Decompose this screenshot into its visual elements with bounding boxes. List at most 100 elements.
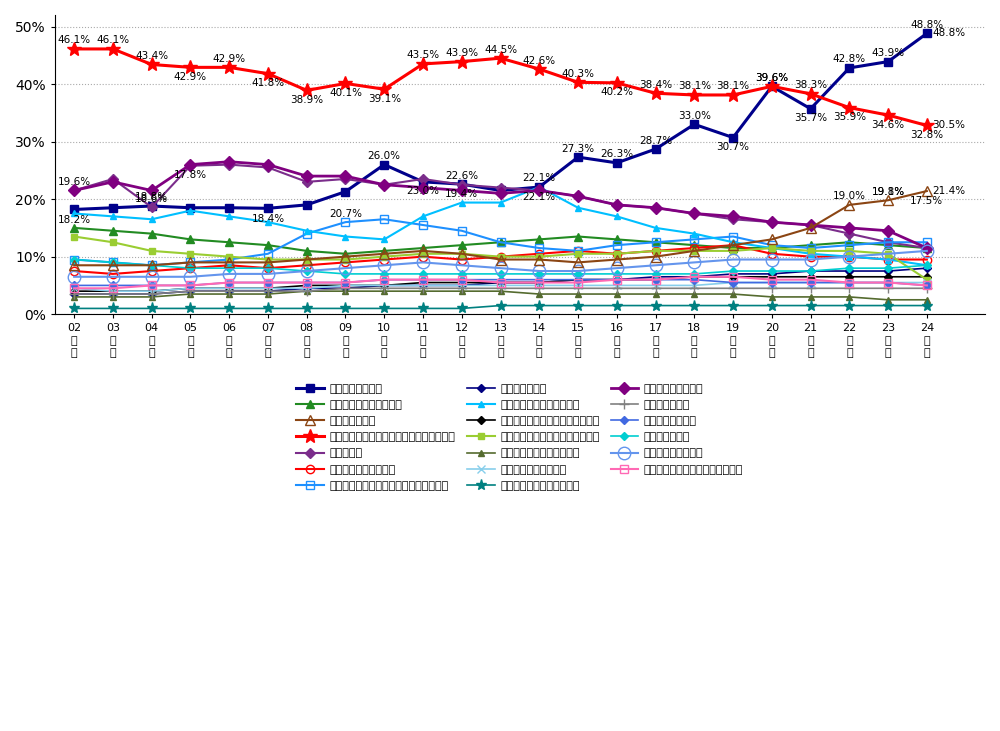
大学・男女差別のない会社 xyxy=(184,289,196,298)
自分のやりたい仕事（職種）ができる会社 xyxy=(146,60,158,69)
有名な会社 xyxy=(882,238,894,246)
休日、休暇の多い会社 xyxy=(262,264,274,273)
親しみのある会社 xyxy=(223,279,235,287)
有名な会社 xyxy=(68,186,80,195)
Text: 22.1%: 22.1% xyxy=(523,173,556,183)
Text: 22.6%: 22.6% xyxy=(445,170,478,181)
若手が活躍できる会社 xyxy=(417,281,429,289)
自分のやりたい仕事（職種）ができる会社 xyxy=(533,65,545,74)
志望業種の会社 xyxy=(301,287,313,295)
自分の能力・専門を活かせる会社 xyxy=(533,252,545,261)
勤務制度、住宅など福利厚生の良い会社 xyxy=(921,238,933,246)
これから伸びそうな会社 xyxy=(301,246,313,255)
社風が良い会社 xyxy=(650,270,662,279)
社風が良い会社 xyxy=(688,270,700,279)
一生続けられる会社 xyxy=(843,252,855,261)
勤務制度、住宅など福利厚生の良い会社 xyxy=(843,240,855,249)
自分の能力・専門を活かせる会社 xyxy=(223,252,235,261)
有名な会社 xyxy=(921,243,933,252)
一生続けられる会社 xyxy=(688,258,700,267)
事業を多角化している会社 xyxy=(688,301,700,310)
勤務制度、住宅など福利厚生の良い会社 xyxy=(262,249,274,258)
Text: 40.1%: 40.1% xyxy=(329,88,362,98)
有名な会社 xyxy=(107,175,119,183)
休日、休暇の多い会社 xyxy=(533,249,545,258)
勤務制度、住宅など福利厚生の良い会社 xyxy=(650,238,662,246)
安定している会社 xyxy=(68,205,80,214)
これから伸びそうな会社 xyxy=(882,240,894,249)
若手が活躍できる会社 xyxy=(68,284,80,292)
勤務制度、住宅など福利厚生の良い会社 xyxy=(882,238,894,246)
いろいろな職種を経験できる会社 xyxy=(688,273,700,281)
給料の良い会社 xyxy=(533,255,545,264)
事業を多角化している会社 xyxy=(805,301,817,310)
若手が活躍できる会社 xyxy=(688,281,700,289)
自分のやりたい仕事（職種）ができる会社 xyxy=(68,45,80,53)
親しみのある会社 xyxy=(301,279,313,287)
研修制度のしっかりしている会社 xyxy=(68,284,80,292)
いろいろな職種を経験できる会社 xyxy=(378,281,390,289)
働きがいのある会社 xyxy=(805,221,817,230)
一生続けられる会社 xyxy=(301,267,313,276)
転勤のない会社 xyxy=(766,270,778,279)
志望業種の会社 xyxy=(223,287,235,295)
これから伸びそうな会社 xyxy=(456,240,468,249)
休日、休暇の多い会社 xyxy=(921,255,933,264)
自分の能力・専門を活かせる会社 xyxy=(688,246,700,255)
社風が良い会社 xyxy=(68,255,80,264)
休日、休暇の多い会社 xyxy=(417,252,429,261)
働きがいのある会社 xyxy=(262,160,274,169)
海外で活躍できそうな会社 xyxy=(533,183,545,192)
社風が良い会社 xyxy=(378,270,390,279)
自分のやりたい仕事（職種）ができる会社 xyxy=(805,89,817,98)
Text: 42.9%: 42.9% xyxy=(174,72,207,82)
社風が良い会社 xyxy=(301,267,313,276)
研修制度のしっかりしている会社 xyxy=(688,273,700,281)
Text: 35.9%: 35.9% xyxy=(833,112,866,122)
転勤のない会社 xyxy=(611,276,623,284)
若手が活躍できる会社 xyxy=(843,279,855,287)
安定している会社 xyxy=(301,200,313,209)
給料の良い会社 xyxy=(766,235,778,243)
海外で活躍できそうな会社 xyxy=(495,198,507,207)
休日、休暇の多い会社 xyxy=(495,252,507,261)
Text: 26.0%: 26.0% xyxy=(368,151,401,161)
自分の能力・専門を活かせる会社 xyxy=(262,255,274,264)
若手が活躍できる会社 xyxy=(650,281,662,289)
いろいろな職種を経験できる会社 xyxy=(882,273,894,281)
Line: 有名な会社: 有名な会社 xyxy=(71,161,930,251)
一生続けられる会社 xyxy=(805,255,817,264)
事業を多角化している会社 xyxy=(262,304,274,313)
若手が活躍できる会社 xyxy=(378,281,390,289)
安定している会社 xyxy=(107,203,119,212)
いろいろな職種を経験できる会社 xyxy=(301,281,313,289)
転勤のない会社 xyxy=(921,264,933,273)
いろいろな職種を経験できる会社 xyxy=(843,273,855,281)
一生続けられる会社 xyxy=(262,270,274,279)
研修制度のしっかりしている会社 xyxy=(495,279,507,287)
安定している会社 xyxy=(456,180,468,189)
安定している会社 xyxy=(262,204,274,213)
転勤のない会社 xyxy=(495,279,507,287)
研修制度のしっかりしている会社 xyxy=(107,284,119,292)
休日、休暇の多い会社 xyxy=(688,243,700,252)
海外で活躍できそうな会社 xyxy=(843,252,855,261)
大学・男女差別のない会社 xyxy=(650,289,662,298)
事業を多角化している会社 xyxy=(611,301,623,310)
親しみのある会社 xyxy=(456,276,468,284)
Line: 志望業種の会社: 志望業種の会社 xyxy=(69,284,932,299)
海外で活躍できそうな会社 xyxy=(882,255,894,264)
いろいろな職種を経験できる会社 xyxy=(456,279,468,287)
給料の良い会社 xyxy=(378,249,390,258)
勤務制度、住宅など福利厚生の良い会社 xyxy=(339,218,351,227)
社風が良い会社 xyxy=(533,270,545,279)
Line: 勤務制度、住宅など福利厚生の良い会社: 勤務制度、住宅など福利厚生の良い会社 xyxy=(70,215,931,270)
大学・男女差別のない会社 xyxy=(727,289,739,298)
Line: 若手が活躍できる会社: 若手が活躍できる会社 xyxy=(70,279,931,295)
自分のやりたい仕事（職種）ができる会社 xyxy=(572,78,584,87)
勤務制度、住宅など福利厚生の良い会社 xyxy=(611,240,623,249)
若手が活躍できる会社 xyxy=(882,279,894,287)
安定している会社 xyxy=(882,57,894,66)
Text: 18.2%: 18.2% xyxy=(58,216,91,225)
研修制度のしっかりしている会社 xyxy=(456,276,468,284)
